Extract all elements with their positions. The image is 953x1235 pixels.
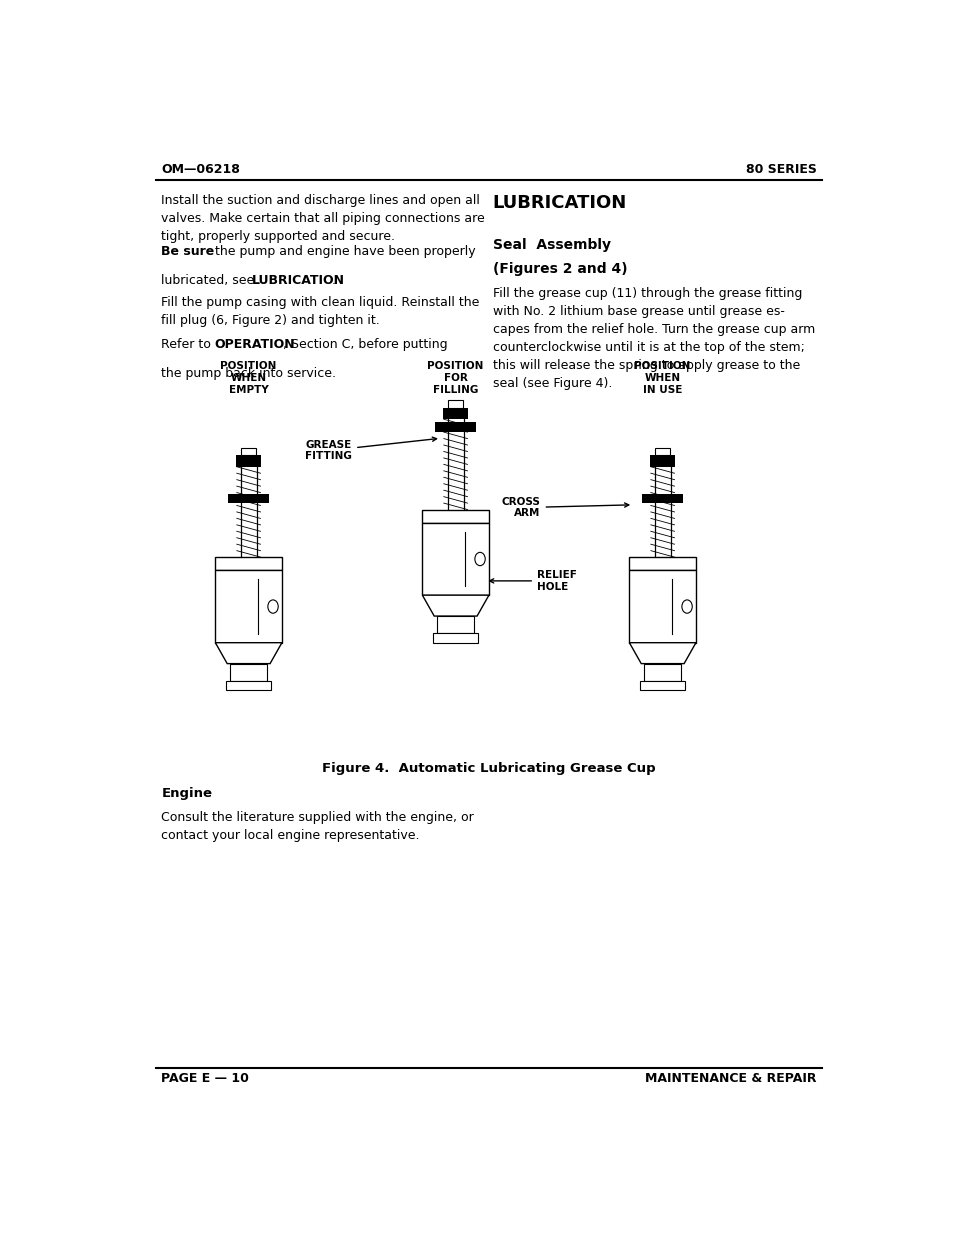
Text: Engine: Engine (161, 787, 213, 800)
Bar (448, 400, 462, 408)
Text: lubricated, see: lubricated, see (161, 274, 258, 287)
Bar (226, 680, 271, 690)
Text: .: . (331, 274, 335, 287)
Bar (241, 448, 255, 456)
Circle shape (268, 600, 278, 614)
Text: MAINTENANCE & REPAIR: MAINTENANCE & REPAIR (644, 1072, 816, 1084)
Bar (215, 557, 282, 571)
Text: Consult the literature supplied with the engine, or
contact your local engine re: Consult the literature supplied with the… (161, 811, 474, 842)
Text: LUBRICATION: LUBRICATION (252, 274, 344, 287)
Text: GREASE
FITTING: GREASE FITTING (305, 437, 436, 462)
Bar (436, 616, 474, 634)
Bar (641, 494, 682, 503)
Text: (Figures 2 and 4): (Figures 2 and 4) (492, 262, 626, 277)
Bar (442, 408, 468, 419)
Circle shape (475, 552, 485, 566)
Text: LUBRICATION: LUBRICATION (492, 194, 626, 212)
Bar (422, 510, 488, 522)
Text: Fill the pump casing with clean liquid. Reinstall the
fill plug (6, Figure 2) an: Fill the pump casing with clean liquid. … (161, 295, 479, 326)
Bar (235, 456, 261, 467)
Bar (422, 522, 488, 595)
Bar (649, 456, 675, 467)
Text: CROSS
ARM: CROSS ARM (501, 496, 628, 519)
Bar (435, 422, 476, 431)
Text: Fill the grease cup (11) through the grease fitting
with No. 2 lithium base grea: Fill the grease cup (11) through the gre… (492, 287, 814, 390)
Bar (215, 571, 282, 642)
Text: Refer to: Refer to (161, 338, 215, 352)
Text: Install the suction and discharge lines and open all
valves. Make certain that a: Install the suction and discharge lines … (161, 194, 485, 243)
Polygon shape (215, 642, 281, 663)
Text: POSITION
WHEN
EMPTY: POSITION WHEN EMPTY (220, 361, 276, 395)
Text: Be sure: Be sure (161, 246, 214, 258)
Text: OM—06218: OM—06218 (161, 163, 240, 175)
Text: Figure 4.  Automatic Lubricating Grease Cup: Figure 4. Automatic Lubricating Grease C… (322, 762, 655, 774)
Text: RELIEF
HOLE: RELIEF HOLE (489, 571, 577, 592)
Bar (228, 494, 269, 503)
Text: , Section C, before putting: , Section C, before putting (283, 338, 448, 352)
Text: 80 SERIES: 80 SERIES (745, 163, 816, 175)
Bar (629, 571, 695, 642)
Bar (639, 680, 684, 690)
Text: POSITION
WHEN
IN USE: POSITION WHEN IN USE (634, 361, 690, 395)
Polygon shape (629, 642, 696, 663)
Polygon shape (422, 595, 488, 616)
Text: POSITION
FOR
FILLING: POSITION FOR FILLING (427, 361, 483, 395)
Bar (629, 557, 695, 571)
Bar (643, 663, 680, 680)
Circle shape (681, 600, 692, 614)
Text: the pump back into service.: the pump back into service. (161, 367, 336, 380)
Text: OPERATION: OPERATION (214, 338, 294, 352)
Text: the pump and engine have been properly: the pump and engine have been properly (215, 246, 476, 258)
Text: PAGE E — 10: PAGE E — 10 (161, 1072, 249, 1084)
Bar (433, 634, 477, 642)
Text: Seal  Assembly: Seal Assembly (492, 237, 610, 252)
Bar (655, 448, 669, 456)
Bar (230, 663, 267, 680)
